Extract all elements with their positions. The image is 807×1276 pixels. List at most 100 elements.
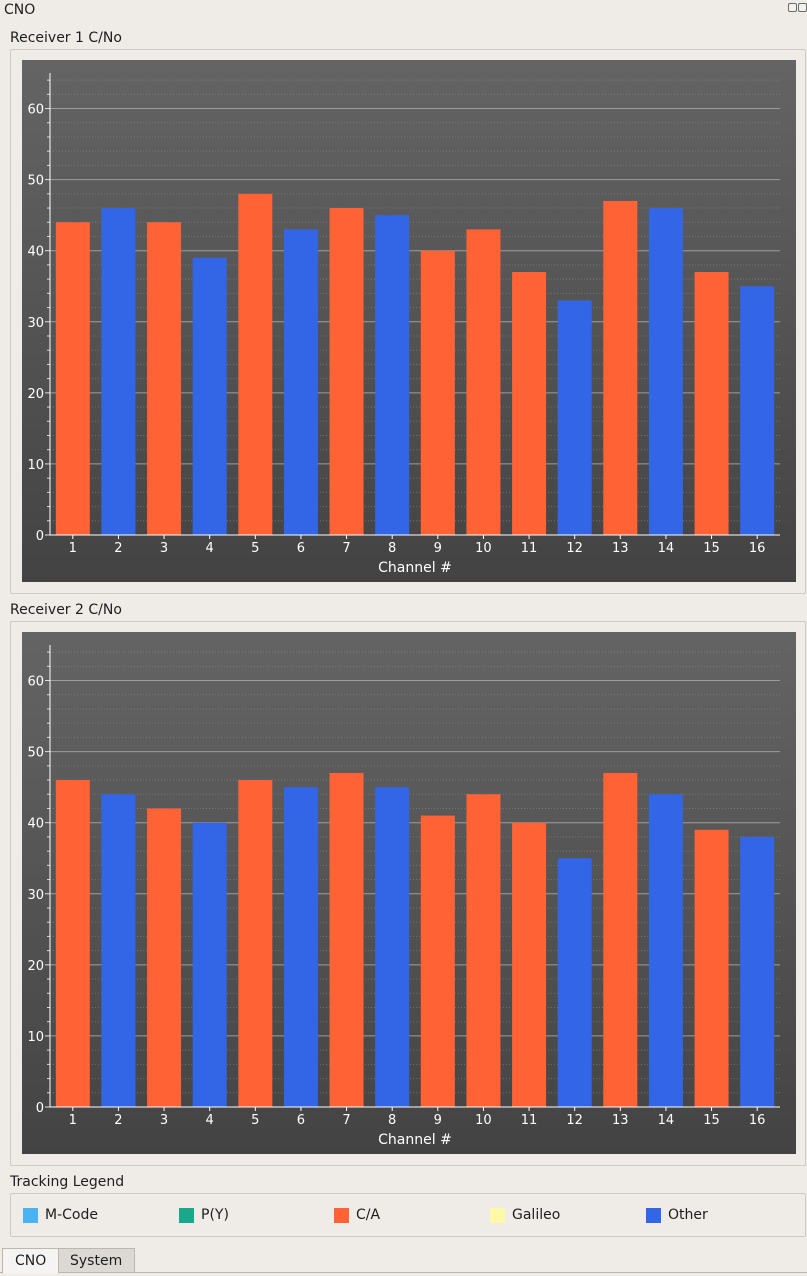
x-tick-label: 9 — [434, 1113, 442, 1128]
tab-cno[interactable]: CNO — [2, 1248, 60, 1274]
y-tick-label: 0 — [36, 1101, 44, 1116]
y-tick-label: 0 — [36, 529, 44, 544]
x-tick-label: 12 — [566, 541, 583, 556]
x-tick-label: 14 — [658, 541, 675, 556]
legend-item-mcode: M-Code — [23, 1207, 98, 1223]
bar-channel-1 — [55, 780, 90, 1107]
bar-channel-1 — [55, 222, 90, 535]
receiver-2-chart: 0 10 20 30 40 50 60 1 2 3 4 5 6 7 8 9 10 11 12 13 14 15 16 Chan… — [22, 632, 796, 1154]
y-tick-label: 50 — [27, 174, 44, 189]
y-tick-label: 60 — [27, 675, 44, 690]
legend-swatch-py — [179, 1207, 194, 1223]
bar-channel-14 — [648, 208, 683, 536]
float-icon[interactable] — [788, 3, 797, 12]
x-tick-label: 4 — [206, 541, 214, 556]
x-tick-label: 10 — [475, 541, 492, 556]
legend-item-galileo: Galileo — [490, 1207, 560, 1223]
legend-swatch-ca — [334, 1207, 349, 1223]
tab-bar-divider — [0, 1272, 807, 1273]
bar-channel-6 — [283, 229, 318, 535]
receiver-1-title: Receiver 1 C/No — [10, 30, 122, 46]
x-tick-label: 16 — [749, 1113, 766, 1128]
x-tick-label: 3 — [160, 541, 168, 556]
bar-channel-9 — [420, 250, 455, 535]
bar-channel-5 — [238, 780, 273, 1107]
x-tick-label: 8 — [388, 541, 396, 556]
bar-channel-15 — [694, 272, 729, 535]
bar-channel-12 — [557, 300, 592, 535]
y-tick-label: 60 — [27, 103, 44, 118]
x-tick-label: 9 — [434, 541, 442, 556]
bar-channel-16 — [740, 836, 775, 1107]
x-tick-label: 15 — [703, 541, 720, 556]
window-title: CNO — [4, 2, 36, 18]
legend-title: Tracking Legend — [10, 1174, 125, 1190]
x-tick-label: 15 — [703, 1113, 720, 1128]
x-tick-label: 16 — [749, 541, 766, 556]
legend-item-py: P(Y) — [179, 1207, 229, 1223]
close-icon[interactable] — [798, 3, 807, 12]
bar-channel-2 — [101, 794, 136, 1107]
bar-channel-2 — [101, 208, 136, 536]
receiver-2-title: Receiver 2 C/No — [10, 602, 122, 618]
legend-swatch-mcode — [23, 1207, 38, 1223]
bar-channel-13 — [603, 200, 638, 535]
window-controls[interactable] — [788, 3, 807, 12]
x-tick-label: 6 — [297, 541, 305, 556]
bar-channel-9 — [420, 815, 455, 1107]
bar-channel-8 — [375, 787, 410, 1107]
bar-channel-12 — [557, 858, 592, 1107]
legend-swatch-other — [646, 1207, 661, 1223]
legend-label-ca: C/A — [356, 1207, 381, 1223]
bar-channel-3 — [147, 222, 182, 535]
x-tick-label: 1 — [69, 1113, 77, 1128]
x-tick-label: 13 — [612, 541, 629, 556]
receiver-1-chart: 0 10 20 30 40 50 60 1 2 3 4 5 6 7 8 9 10 11 12 13 14 15 16 Chan… — [22, 60, 796, 582]
tab-bar: CNO System — [0, 1246, 807, 1276]
x-tick-label: 3 — [160, 1113, 168, 1128]
x-tick-label: 2 — [114, 1113, 122, 1128]
x-axis-title: Channel # — [378, 560, 452, 576]
x-tick-label: 7 — [342, 1113, 350, 1128]
x-tick-label: 12 — [566, 1113, 583, 1128]
x-tick-label: 11 — [521, 1113, 538, 1128]
x-tick-label: 1 — [69, 541, 77, 556]
x-tick-label: 11 — [521, 541, 538, 556]
bar-channel-7 — [329, 208, 364, 536]
x-axis-title: Channel # — [378, 1132, 452, 1148]
bar-channel-5 — [238, 193, 273, 536]
x-tick-label: 6 — [297, 1113, 305, 1128]
bar-channel-14 — [648, 794, 683, 1107]
bar-channel-16 — [740, 286, 775, 535]
y-tick-label: 30 — [27, 888, 44, 903]
bar-channel-10 — [466, 229, 501, 535]
y-tick-label: 40 — [27, 817, 44, 832]
y-tick-label: 50 — [27, 746, 44, 761]
tab-system[interactable]: System — [57, 1248, 136, 1273]
x-tick-label: 14 — [658, 1113, 675, 1128]
bar-channel-4 — [192, 257, 227, 535]
bar-channel-11 — [512, 822, 547, 1107]
legend-item-other: Other — [646, 1207, 708, 1223]
y-tick-label: 20 — [27, 387, 44, 402]
x-tick-label: 4 — [206, 1113, 214, 1128]
legend-swatch-galileo — [490, 1207, 505, 1223]
y-tick-label: 10 — [27, 1030, 44, 1045]
legend-label-py: P(Y) — [201, 1207, 229, 1223]
bar-channel-15 — [694, 829, 729, 1107]
legend-label-mcode: M-Code — [45, 1207, 98, 1223]
y-tick-label: 10 — [27, 458, 44, 473]
x-tick-label: 10 — [475, 1113, 492, 1128]
bar-channel-10 — [466, 794, 501, 1107]
x-tick-label: 7 — [342, 541, 350, 556]
x-tick-label: 2 — [114, 541, 122, 556]
x-tick-label: 5 — [251, 1113, 259, 1128]
y-tick-label: 40 — [27, 245, 44, 260]
bar-channel-11 — [512, 272, 547, 535]
legend-item-ca: C/A — [334, 1207, 380, 1223]
tracking-legend: M-Code P(Y) C/A Galileo Other — [10, 1193, 806, 1237]
bar-channel-6 — [283, 787, 318, 1107]
bar-channel-4 — [192, 822, 227, 1107]
